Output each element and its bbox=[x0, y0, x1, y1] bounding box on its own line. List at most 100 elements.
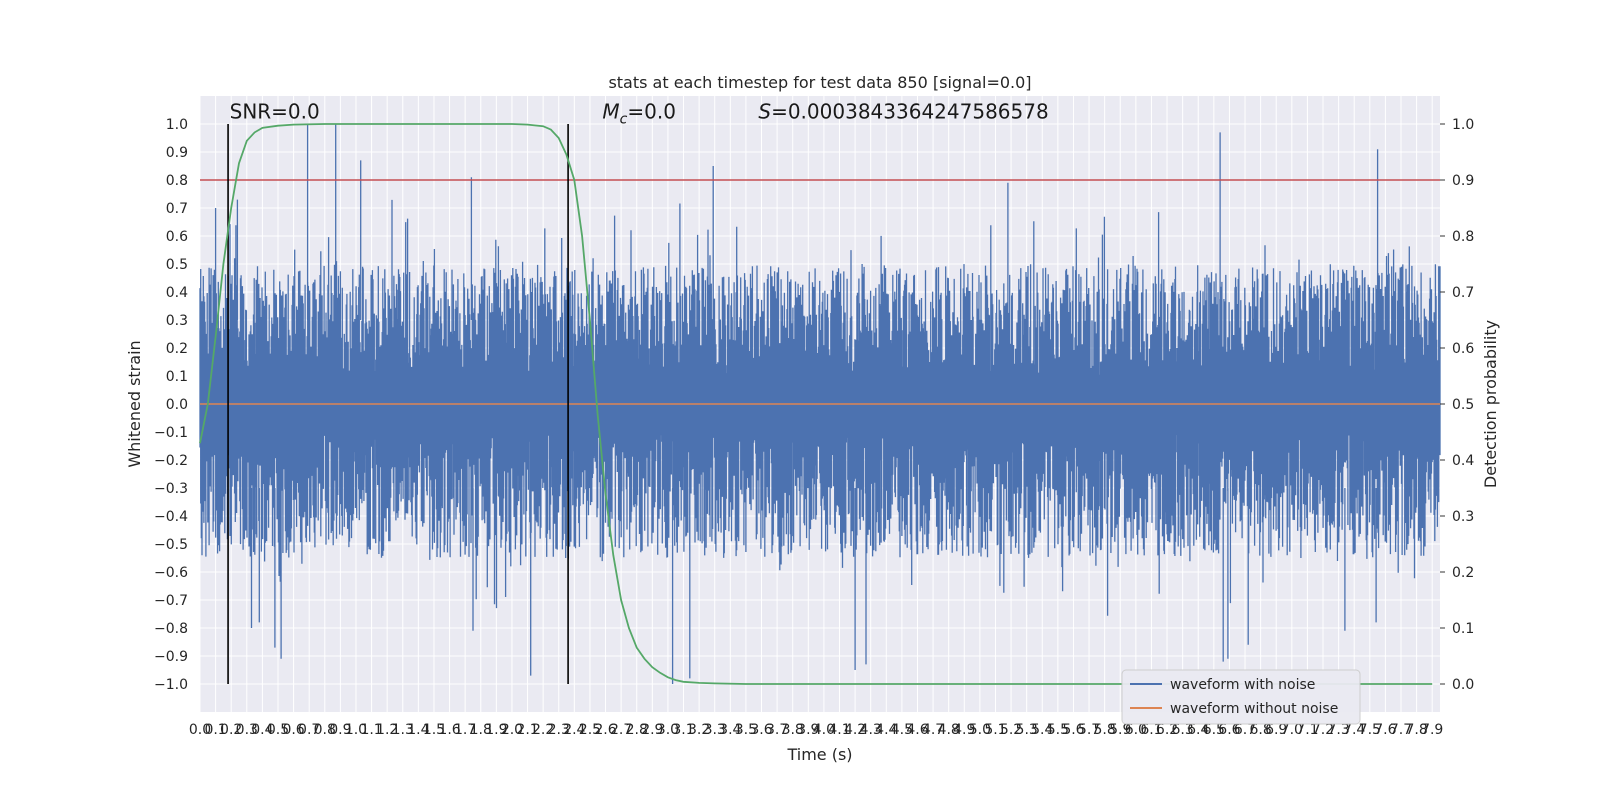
x-tick-label: 4.4 bbox=[875, 722, 897, 738]
x-tick-label: 4.6 bbox=[906, 722, 928, 738]
x-tick-label: 0.1 bbox=[204, 722, 226, 738]
annotation-text: S=0.0003843364247586578 bbox=[758, 99, 1048, 123]
x-tick-label: 7.7 bbox=[1390, 722, 1412, 738]
x-tick-label: 5.2 bbox=[1000, 722, 1022, 738]
legend-label-noise: waveform with noise bbox=[1170, 677, 1315, 693]
x-tick-label: 5.4 bbox=[1031, 722, 1053, 738]
legend: waveform with noise waveform without noi… bbox=[1121, 669, 1361, 725]
x-tick-label: 0.8 bbox=[314, 722, 336, 738]
x-tick-label: 7.1 bbox=[1296, 722, 1318, 738]
y-tick-label: 0.2 bbox=[166, 341, 188, 357]
x-tick-label: 2.3 bbox=[548, 722, 570, 738]
x-tick-label: 2.2 bbox=[532, 722, 554, 738]
y2-tick-label: 0.9 bbox=[1452, 173, 1474, 189]
x-tick-label: 3.6 bbox=[750, 722, 772, 738]
x-tick-label: 3.1 bbox=[672, 722, 694, 738]
y2-tick-label: 0.1 bbox=[1452, 621, 1474, 637]
waveform-with-noise-series bbox=[199, 124, 1441, 684]
x-tick-label: 2.1 bbox=[516, 722, 538, 738]
y2-tick-label: 0.4 bbox=[1452, 453, 1474, 469]
y-tick-label: −0.5 bbox=[154, 537, 188, 553]
x-tick-label: 3.5 bbox=[735, 722, 757, 738]
y-tick-label: 1.0 bbox=[166, 117, 188, 133]
x-tick-label: 5.3 bbox=[1016, 722, 1038, 738]
y-tick-label: −0.4 bbox=[154, 509, 188, 525]
y2-tick-label: 0.6 bbox=[1452, 341, 1474, 357]
x-tick-label: 4.9 bbox=[953, 722, 975, 738]
x-tick-label: 5.0 bbox=[969, 722, 991, 738]
y-tick-labels: −1.0 −0.9 −0.8 −0.7 −0.6 −0.5 −0.4 −0.3 −0.2 −0.1… bbox=[154, 117, 188, 693]
x-tick-label: 7.4 bbox=[1343, 722, 1365, 738]
y-tick-label: 0.6 bbox=[166, 229, 188, 245]
annotations: SNR=0.0 Mc=0.0 S=0.0003843364247586578 bbox=[230, 99, 1049, 127]
y-tick-label: −0.1 bbox=[154, 425, 188, 441]
x-tick-label: 6.4 bbox=[1187, 722, 1209, 738]
x-tick-label: 6.9 bbox=[1265, 722, 1287, 738]
x-tick-label: 0.6 bbox=[282, 722, 304, 738]
detection-probability-line bbox=[199, 123, 1433, 685]
x-tick-label: 7.2 bbox=[1312, 722, 1334, 738]
y-tick-label: 0.4 bbox=[166, 285, 188, 301]
x-tick-label: 5.1 bbox=[984, 722, 1006, 738]
y2-tick-label: 0.0 bbox=[1452, 677, 1474, 693]
x-tick-label: 4.2 bbox=[844, 722, 866, 738]
x-tick-label: 6.3 bbox=[1172, 722, 1194, 738]
overlay bbox=[199, 123, 1440, 685]
y2-axis-label: Detection probability bbox=[1481, 320, 1500, 488]
x-tick-label: 4.0 bbox=[813, 722, 835, 738]
x-tick-label: 1.3 bbox=[392, 722, 414, 738]
x-axis-label: Time (s) bbox=[786, 745, 852, 764]
y-tick-label: −0.9 bbox=[154, 649, 188, 665]
x-tick-label: 1.6 bbox=[438, 722, 460, 738]
waveform-with-noise-line bbox=[199, 124, 1441, 684]
x-tick-label: 0.2 bbox=[220, 722, 242, 738]
x-tick-label: 1.9 bbox=[485, 722, 507, 738]
legend-box bbox=[1121, 669, 1361, 725]
y-tick-label: 0.8 bbox=[166, 173, 188, 189]
x-tick-label: 2.7 bbox=[610, 722, 632, 738]
x-tick-label: 3.9 bbox=[797, 722, 819, 738]
x-tick-label: 6.0 bbox=[1125, 722, 1147, 738]
x-tick-label: 6.1 bbox=[1140, 722, 1162, 738]
y-tick-label: −0.2 bbox=[154, 453, 188, 469]
x-tick-label: 1.7 bbox=[454, 722, 476, 738]
y2-tick-label: 1.0 bbox=[1452, 117, 1474, 133]
x-tick-label: 3.0 bbox=[657, 722, 679, 738]
x-tick-label: 0.0 bbox=[189, 722, 211, 738]
y2-tick-label: 0.8 bbox=[1452, 229, 1474, 245]
x-tick-label: 2.6 bbox=[594, 722, 616, 738]
x-tick-label: 1.8 bbox=[470, 722, 492, 738]
y-axis-label: Whitened strain bbox=[125, 340, 144, 467]
x-tick-label: 4.3 bbox=[860, 722, 882, 738]
x-tick-label: 0.7 bbox=[298, 722, 320, 738]
x-tick-label: 6.6 bbox=[1218, 722, 1240, 738]
x-tick-label: 0.9 bbox=[329, 722, 351, 738]
y-tick-label: 0.1 bbox=[166, 369, 188, 385]
x-tick-label: 1.4 bbox=[407, 722, 429, 738]
x-tick-label: 5.7 bbox=[1078, 722, 1100, 738]
x-tick-label: 6.7 bbox=[1234, 722, 1256, 738]
y2-tick-label: 0.2 bbox=[1452, 565, 1474, 581]
y-tick-label: −1.0 bbox=[154, 677, 188, 693]
legend-label-clean: waveform without noise bbox=[1170, 701, 1338, 717]
x-tick-label: 1.0 bbox=[345, 722, 367, 738]
x-tick-label: 0.5 bbox=[267, 722, 289, 738]
y2-tick-labels: 0.0 0.1 0.2 0.3 0.4 0.5 0.6 0.7 0.8 0.9 1.0 bbox=[1440, 117, 1474, 693]
x-tick-label: 2.8 bbox=[626, 722, 648, 738]
annotation-text: SNR=0.0 bbox=[230, 99, 320, 123]
y-tick-label: 0.9 bbox=[166, 145, 188, 161]
x-tick-label: 3.4 bbox=[719, 722, 741, 738]
x-tick-label: 5.6 bbox=[1062, 722, 1084, 738]
x-tick-label: 2.9 bbox=[641, 722, 663, 738]
annotation-text: Mc=0.0 bbox=[602, 99, 676, 127]
x-tick-label: 1.2 bbox=[376, 722, 398, 738]
x-tick-label: 6.8 bbox=[1249, 722, 1271, 738]
y-tick-label: −0.3 bbox=[154, 481, 188, 497]
x-tick-label: 5.8 bbox=[1094, 722, 1116, 738]
y-tick-label: 0.3 bbox=[166, 313, 188, 329]
x-tick-label: 1.5 bbox=[423, 722, 445, 738]
x-tick-label: 0.3 bbox=[236, 722, 258, 738]
x-tick-label: 2.5 bbox=[579, 722, 601, 738]
